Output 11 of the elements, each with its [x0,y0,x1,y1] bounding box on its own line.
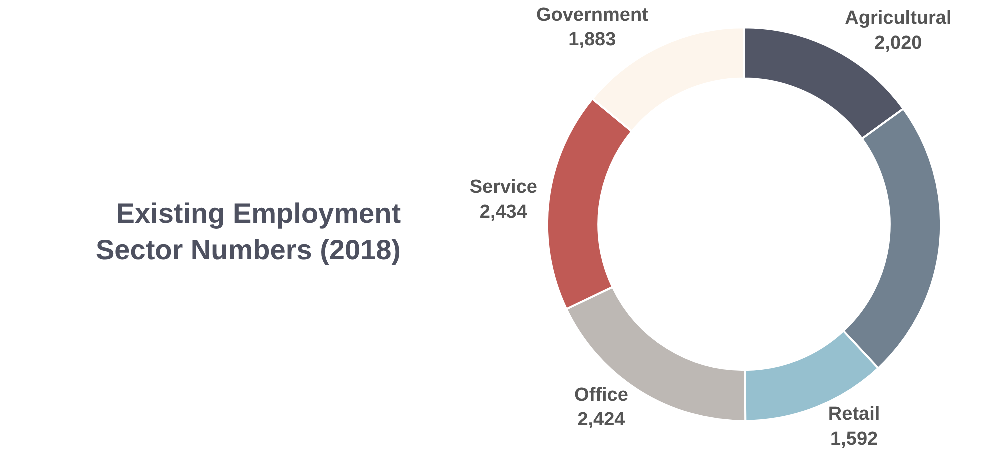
data-label: 2,434 [480,202,528,223]
slice-label: Government [536,4,650,26]
slice-label: Retail [828,404,880,426]
data-label: 2,424 [578,410,626,431]
data-label: 1,592 [830,428,878,450]
text: Existing Employment Sector Numbers (2018) [96,198,402,266]
slice-label: Agricultural [845,8,952,30]
slice-label: Office [574,384,628,406]
data-label: 2,020 [874,32,922,54]
data-label: 1,883 [568,29,616,50]
slice-label: Service [470,177,538,198]
